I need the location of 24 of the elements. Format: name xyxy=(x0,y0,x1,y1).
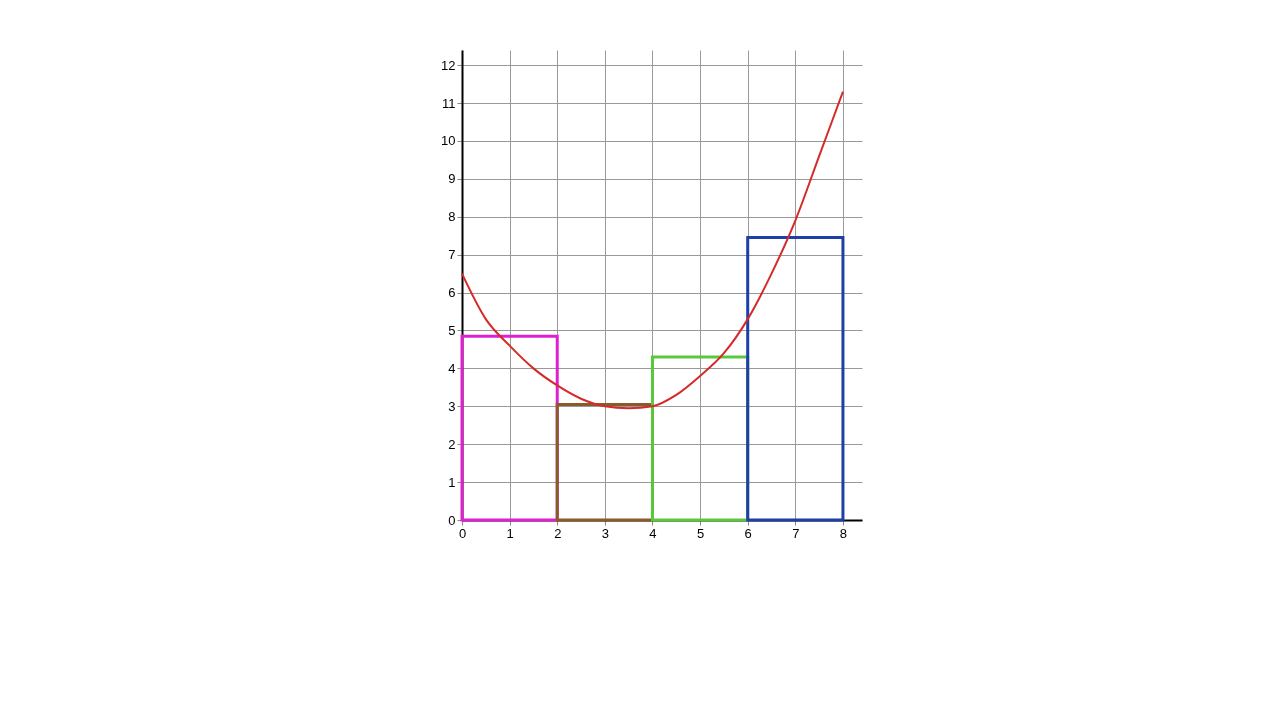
y-tick-label: 0 xyxy=(448,512,456,528)
x-tick-label: 7 xyxy=(792,525,800,541)
y-tick-label: 8 xyxy=(448,209,456,225)
line-series xyxy=(461,90,844,410)
y-tick-label: 6 xyxy=(448,285,456,301)
y-tick-label: 1 xyxy=(448,474,456,490)
y-tick-label: 11 xyxy=(442,95,456,111)
bar xyxy=(746,236,845,522)
y-tick-label: 9 xyxy=(448,171,456,187)
x-tick-label: 6 xyxy=(744,525,752,541)
x-tick-label: 0 xyxy=(458,525,467,541)
y-tick-label: 3 xyxy=(448,398,456,414)
y-tick-label: 4 xyxy=(448,360,456,376)
y-tick-label: 5 xyxy=(448,322,456,338)
x-tick-label: 4 xyxy=(649,525,657,541)
y-tick-label: 10 xyxy=(441,133,456,149)
y-tick-label: 2 xyxy=(448,436,456,452)
y-tick-label: 7 xyxy=(448,247,456,263)
x-tick-label: 1 xyxy=(506,525,514,541)
x-tick-label: 5 xyxy=(696,525,705,541)
y-tick-label: 12 xyxy=(441,57,456,73)
x-tick-label: 8 xyxy=(839,525,848,541)
x-tick-label: 2 xyxy=(554,525,562,541)
x-tick-label: 3 xyxy=(601,525,609,541)
